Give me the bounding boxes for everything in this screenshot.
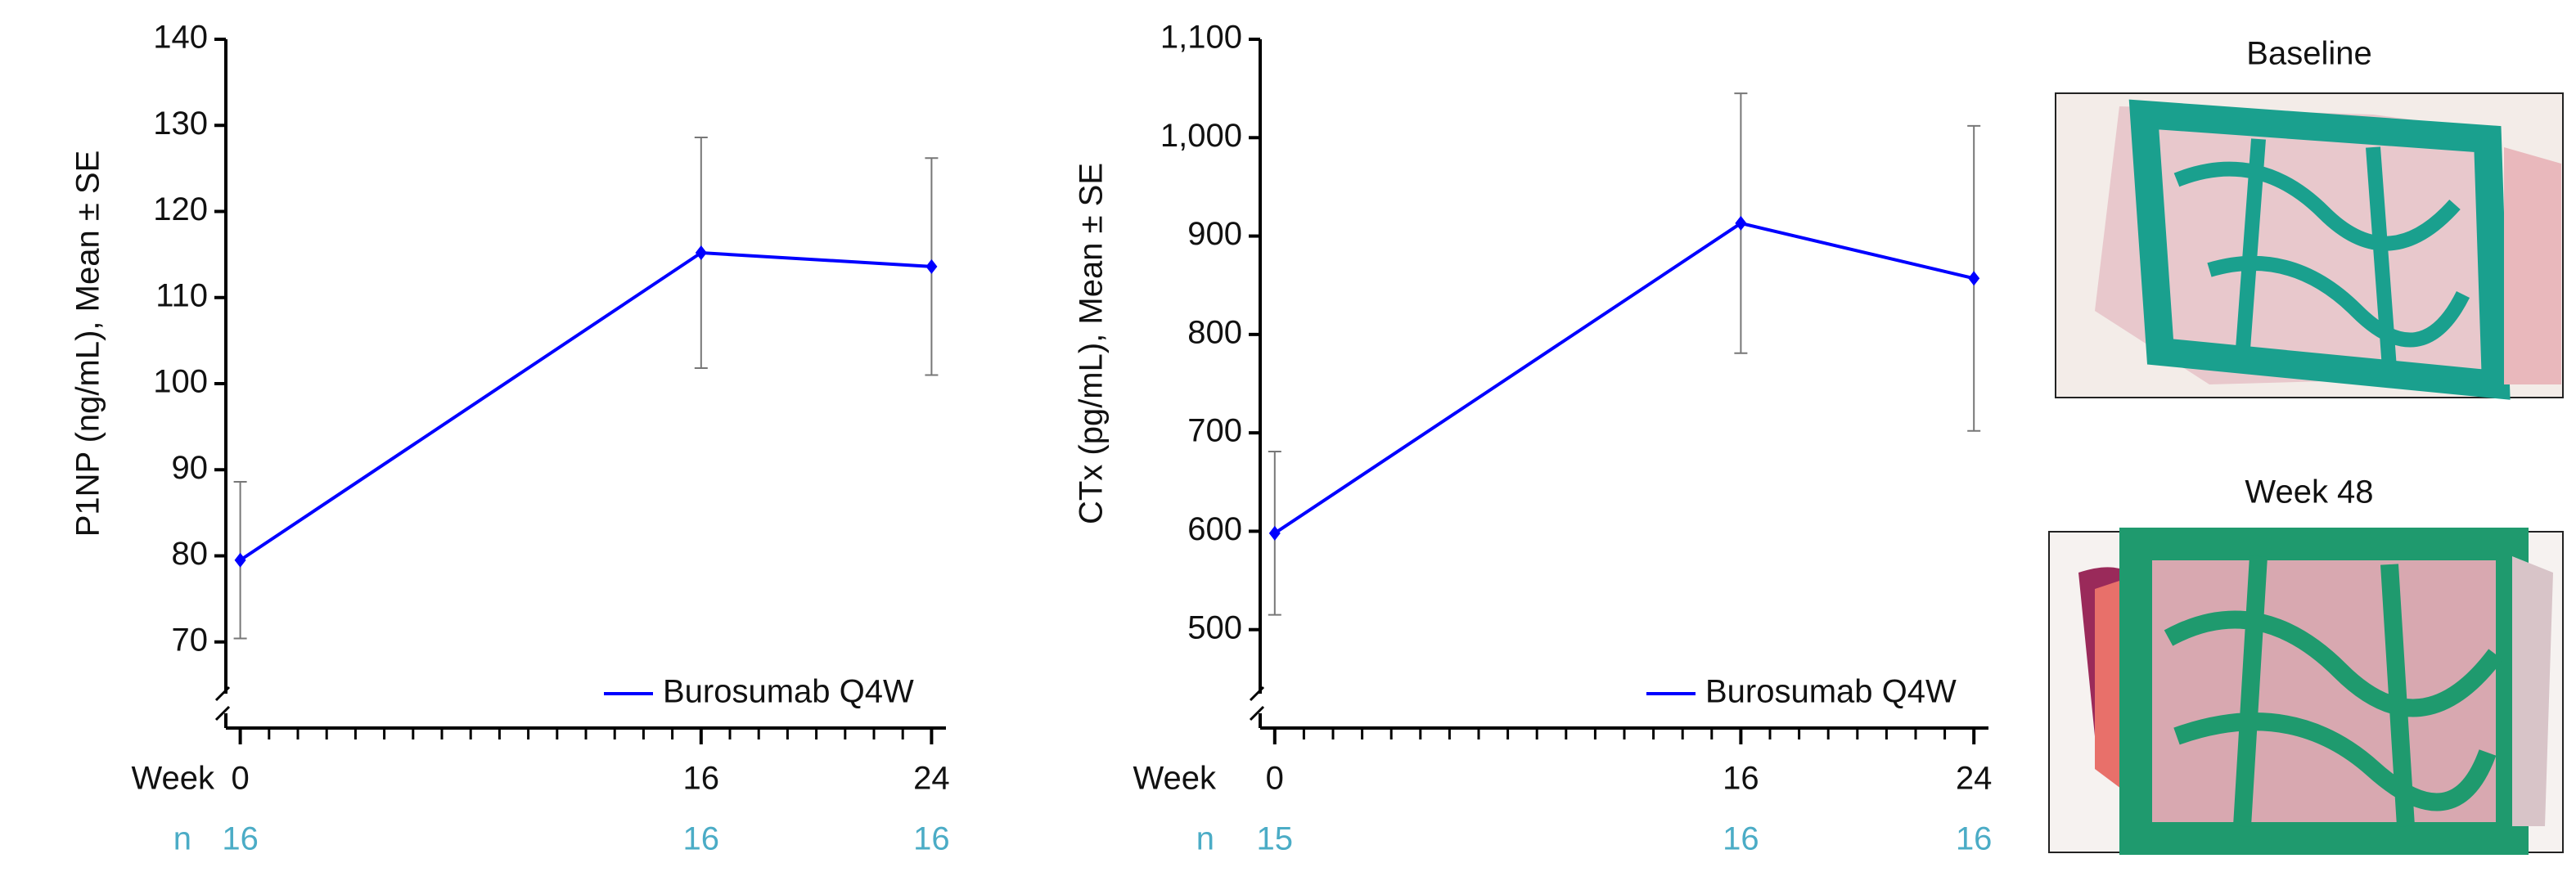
n-label: n — [173, 821, 191, 857]
x-row-label: Week — [1133, 761, 1217, 797]
x-tick-label: 0 — [231, 761, 249, 797]
figure: Baseline Week 48 70 80 90 100 110 120 130 140 0 1… — [0, 0, 2576, 868]
n-label: n — [1196, 821, 1214, 857]
histology-image — [2056, 93, 2563, 398]
x-tick-label: 24 — [1956, 761, 1993, 797]
y-tick-label: 1,100 — [1160, 20, 1242, 56]
y-axis-label: CTx (pg/mL), Mean ± SE — [1074, 163, 1110, 524]
y-tick-label: 70 — [172, 622, 209, 658]
y-tick-label: 120 — [153, 191, 208, 227]
data-point — [1735, 216, 1746, 231]
n-value: 16 — [1956, 821, 1993, 857]
legend-label: Burosumab Q4W — [1705, 674, 1957, 710]
n-value: 16 — [222, 821, 259, 857]
y-tick-label: 800 — [1187, 314, 1242, 350]
n-value: 15 — [1257, 821, 1294, 857]
y-tick-label: 1,000 — [1160, 118, 1242, 154]
y-tick-label: 130 — [153, 106, 208, 142]
n-value: 16 — [683, 821, 720, 857]
legend-label: Burosumab Q4W — [663, 674, 914, 710]
histology-image — [2049, 532, 2563, 852]
data-point — [1968, 271, 1979, 285]
data-point — [1269, 526, 1281, 541]
image-title: Week 48 — [2245, 474, 2373, 510]
data-point — [696, 245, 707, 260]
y-tick-label: 140 — [153, 20, 208, 56]
series-line — [1275, 223, 1974, 533]
data-point — [925, 259, 937, 274]
image-title: Baseline — [2246, 36, 2371, 72]
y-tick-label: 110 — [155, 277, 208, 313]
y-tick-label: 500 — [1187, 609, 1242, 645]
x-tick-label: 16 — [1723, 761, 1759, 797]
data-point — [235, 553, 246, 568]
n-value: 16 — [913, 821, 950, 857]
y-tick-label: 80 — [172, 536, 209, 572]
y-tick-label: 100 — [153, 364, 208, 400]
y-tick-label: 900 — [1187, 216, 1242, 252]
n-value: 16 — [1723, 821, 1759, 857]
x-tick-label: 16 — [683, 761, 720, 797]
x-tick-label: 24 — [913, 761, 950, 797]
y-tick-label: 90 — [172, 450, 209, 486]
y-tick-label: 600 — [1187, 511, 1242, 547]
page: Baseline Week 48 70 80 90 100 110 120 130 140 0 1… — [0, 0, 2576, 868]
series-line — [241, 253, 932, 560]
y-axis-label: P1NP (ng/mL), Mean ± SE — [70, 151, 106, 537]
y-tick-label: 700 — [1187, 413, 1242, 449]
x-row-label: Week — [131, 761, 215, 797]
x-tick-label: 0 — [1266, 761, 1284, 797]
